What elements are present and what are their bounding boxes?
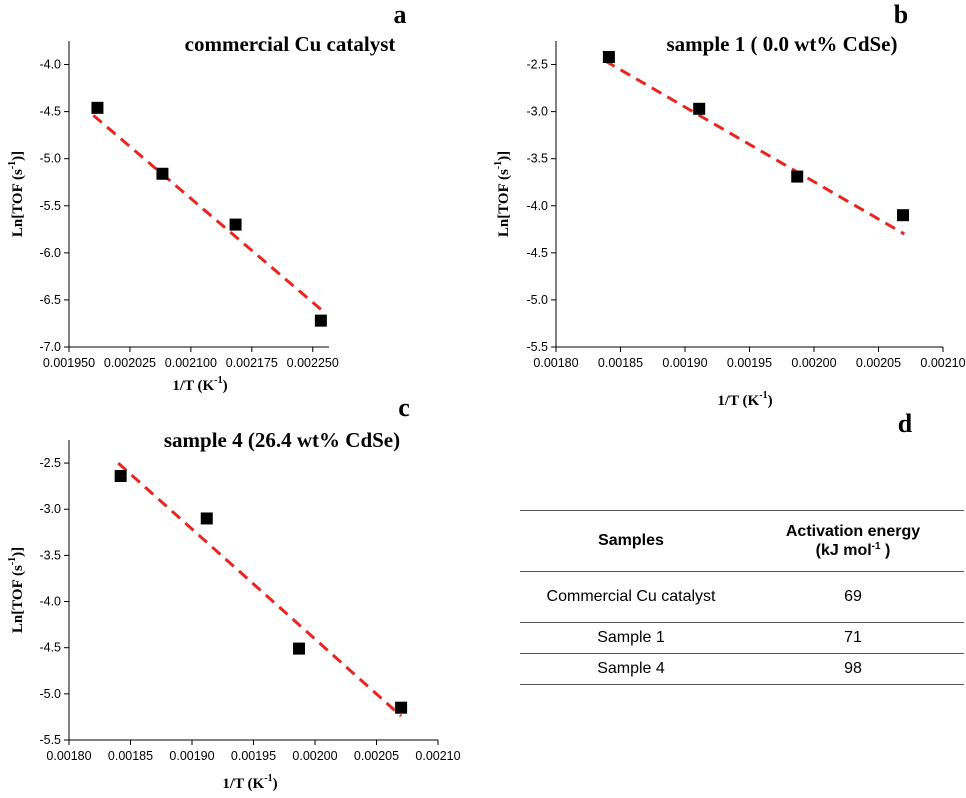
chart-2-x-tick-label: 0.00210: [920, 356, 965, 370]
chart-1-title: commercial Cu catalyst: [185, 32, 396, 56]
panel-letter-c: c: [398, 393, 410, 422]
chart-2-data-point: [897, 209, 910, 222]
panel-letter-b: b: [894, 0, 908, 29]
chart-3-y-tick-label: -4.5: [39, 641, 61, 655]
chart-2-y-axis-label: Ln[TOF (s-1)]: [493, 151, 512, 237]
table-cell-sample: Sample 1: [520, 622, 742, 654]
table-header-samples: Samples: [520, 510, 742, 572]
table-cell-energy: 98: [742, 653, 964, 685]
chart-3-fit-line: [117, 461, 403, 718]
chart-3-x-tick-label: 0.00205: [354, 749, 399, 763]
chart-1-y-axis-label: Ln[TOF (s-1)]: [7, 151, 26, 237]
chart-2-x-axis-label: 1/T (K-1): [717, 390, 772, 409]
chart-3-y-tick-label: -2.5: [39, 456, 61, 470]
table-cell-energy: 69: [742, 571, 964, 623]
chart-2-y-tick-label: -3.5: [526, 152, 548, 166]
chart-2-x-tick-label: 0.00200: [791, 356, 836, 370]
activation-energy-table-panel: Samples Activation energy (kJ mol-1 ) Co…: [520, 510, 964, 685]
chart-3-y-tick-label: -3.0: [39, 502, 61, 516]
chart-2-x-tick-label: 0.00185: [598, 356, 643, 370]
chart-3-x-tick-label: 0.00200: [292, 749, 337, 763]
chart-1-x-tick-label: 0.002100: [165, 356, 217, 370]
chart-2-x-tick-label: 0.00180: [533, 356, 578, 370]
chart-3-data-point: [200, 512, 213, 525]
chart-3-x-tick-label: 0.00195: [231, 749, 276, 763]
chart-1-data-point: [314, 314, 327, 327]
table-header-row: Samples Activation energy (kJ mol-1 ): [520, 510, 964, 572]
chart-2-y-tick-label: -2.5: [526, 58, 548, 72]
chart-1-fit-line: [92, 114, 322, 311]
table-header-activation-energy-label: Activation energy: [785, 522, 921, 540]
chart-3-y-tick-label: -3.5: [39, 548, 61, 562]
activation-energy-table: Samples Activation energy (kJ mol-1 ) Co…: [520, 510, 964, 685]
chart-1-x-axis-label: 1/T (K-1): [172, 375, 227, 394]
chart-1-y-tick-label: -4.0: [39, 58, 61, 72]
table-header-unit: (kJ mol: [815, 541, 872, 559]
chart-3-data-point: [395, 701, 408, 714]
table-row: Commercial Cu catalyst 69: [520, 571, 964, 623]
chart-3-title: sample 4 (26.4 wt% CdSe): [164, 428, 400, 452]
chart-1-y-tick-label: -6.0: [39, 246, 61, 260]
chart-2-data-point: [602, 51, 615, 64]
chart-2-y-tick-label: -5.0: [526, 293, 548, 307]
panel-letter-a: a: [394, 0, 407, 29]
chart-3-data-point: [114, 470, 127, 482]
chart-2-data-point: [791, 170, 804, 183]
chart-1-x-tick-label: 0.002175: [226, 356, 278, 370]
chart-1-y-tick-label: -5.5: [39, 199, 61, 213]
chart-3-y-tick-label: -5.0: [39, 687, 61, 701]
chart-3-x-tick-label: 0.00185: [108, 749, 153, 763]
chart-2-x-tick-label: 0.00205: [856, 356, 901, 370]
chart-1-x-tick-label: 0.002025: [104, 356, 156, 370]
chart-3-x-axis-label: 1/T (K-1): [222, 773, 277, 792]
chart-3-x-tick-label: 0.00180: [46, 749, 91, 763]
table-header-unit-sup: -1: [871, 540, 881, 552]
chart-1-y-tick-label: -4.5: [39, 105, 61, 119]
chart-1-x-tick-label: 0.002250: [287, 356, 339, 370]
chart-3-y-tick-label: -4.0: [39, 595, 61, 609]
table-row: Sample 1 71: [520, 622, 964, 654]
chart-1-x-tick-label: 0.001950: [43, 356, 95, 370]
table-row: Sample 4 98: [520, 653, 964, 685]
table-cell-sample: Commercial Cu catalyst: [520, 571, 742, 623]
chart-3-y-axis-label: Ln[TOF (s-1)]: [7, 547, 26, 633]
chart-2-x-tick-label: 0.00195: [727, 356, 772, 370]
chart-2-data-point: [693, 102, 706, 115]
chart-1-y-tick-label: -6.5: [39, 293, 61, 307]
chart-1-data-point: [156, 167, 169, 180]
chart-2-y-tick-label: -5.5: [526, 340, 548, 354]
chart-2-x-tick-label: 0.00190: [662, 356, 707, 370]
chart-1-data-point: [229, 218, 242, 231]
chart-1-y-tick-label: -5.0: [39, 152, 61, 166]
chart-2-y-tick-label: -4.0: [526, 199, 548, 213]
chart-3-y-tick-label: -5.5: [39, 733, 61, 747]
table-cell-energy: 71: [742, 622, 964, 654]
chart-2-y-tick-label: -4.5: [526, 246, 548, 260]
chart-1-data-point: [91, 101, 104, 114]
chart-2-title: sample 1 ( 0.0 wt% CdSe): [667, 32, 898, 56]
table-cell-sample: Sample 4: [520, 653, 742, 685]
chart-1-y-tick-label: -7.0: [39, 340, 61, 354]
table-header-unit-close: ): [880, 541, 891, 559]
chart-3-data-point: [293, 642, 306, 655]
panel-letter-d: d: [898, 409, 913, 438]
table-header-activation-energy: Activation energy (kJ mol-1 ): [742, 510, 964, 572]
chart-2-fit-line: [604, 59, 906, 236]
chart-3-x-tick-label: 0.00210: [415, 749, 460, 763]
chart-2-y-tick-label: -3.0: [526, 105, 548, 119]
chart-3-x-tick-label: 0.00190: [169, 749, 214, 763]
